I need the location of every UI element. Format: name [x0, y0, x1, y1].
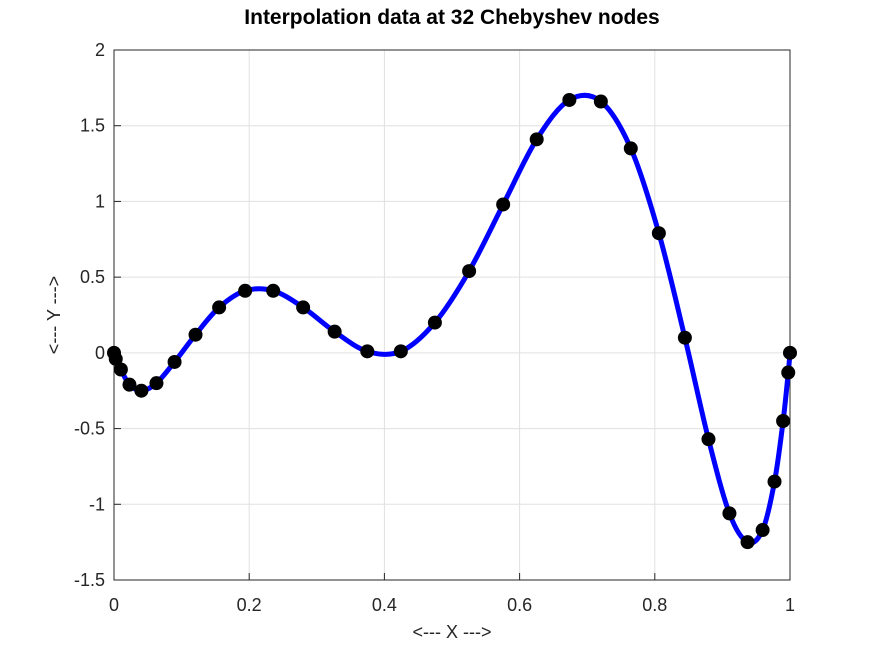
data-point-marker — [562, 92, 577, 107]
data-point-marker — [238, 283, 253, 298]
x-axis-label: <--- X ---> — [413, 622, 492, 642]
data-point-marker — [167, 354, 182, 369]
x-tick-label: 0.8 — [642, 595, 667, 615]
x-tick-label: 0 — [109, 595, 119, 615]
data-point-marker — [755, 523, 770, 538]
data-point-marker — [496, 197, 511, 212]
y-tick-label: -0.5 — [74, 419, 105, 439]
y-tick-label: -1.5 — [74, 570, 105, 590]
data-point-marker — [651, 226, 666, 241]
x-tick-label: 0.2 — [237, 595, 262, 615]
data-point-marker — [266, 283, 281, 298]
data-point-marker — [122, 377, 137, 392]
y-axis-label: <--- Y ---> — [44, 276, 64, 354]
data-point-marker — [767, 474, 782, 489]
y-tick-label: 0 — [95, 343, 105, 363]
plot-body: 0 0.2 0.4 0.6 0.8 1 -1.5 -1 -0.5 0 0.5 1 1.5 2 — [74, 40, 797, 615]
data-point-marker — [593, 94, 608, 109]
data-point-marker — [740, 535, 755, 550]
data-point-marker — [188, 327, 203, 342]
y-tick-label: -1 — [89, 494, 105, 514]
data-point-marker — [393, 344, 408, 359]
x-tick-label: 1 — [785, 595, 795, 615]
data-point-marker — [722, 506, 737, 521]
data-point-marker — [529, 132, 544, 147]
y-tick-label: 1.5 — [80, 116, 105, 136]
x-tick-label: 0.4 — [372, 595, 397, 615]
data-point-marker — [113, 362, 128, 377]
data-point-marker — [212, 300, 227, 315]
interpolant-line — [111, 92, 793, 546]
data-point-marker — [296, 300, 311, 315]
data-point-marker — [776, 414, 791, 428]
data-point-marker — [701, 432, 716, 447]
data-point-marker — [134, 383, 149, 398]
data-point-marker — [108, 351, 123, 366]
data-point-marker — [781, 365, 796, 380]
y-tick-label: 2 — [95, 40, 105, 60]
data-point-marker — [677, 330, 692, 345]
y-tick-label: 0.5 — [80, 267, 105, 287]
x-tick-label: 0.6 — [507, 595, 532, 615]
plot-frame — [113, 49, 791, 581]
data-point-marker — [623, 141, 638, 156]
data-point-marker — [360, 344, 375, 359]
chart-title: Interpolation data at 32 Chebyshev nodes — [244, 6, 659, 29]
data-point-marker — [327, 324, 342, 339]
data-point-marker — [149, 376, 164, 391]
data-point-marker — [427, 315, 442, 330]
data-point-marker — [783, 345, 797, 360]
data-point-marker — [462, 264, 477, 279]
y-tick-label: 1 — [95, 191, 105, 211]
